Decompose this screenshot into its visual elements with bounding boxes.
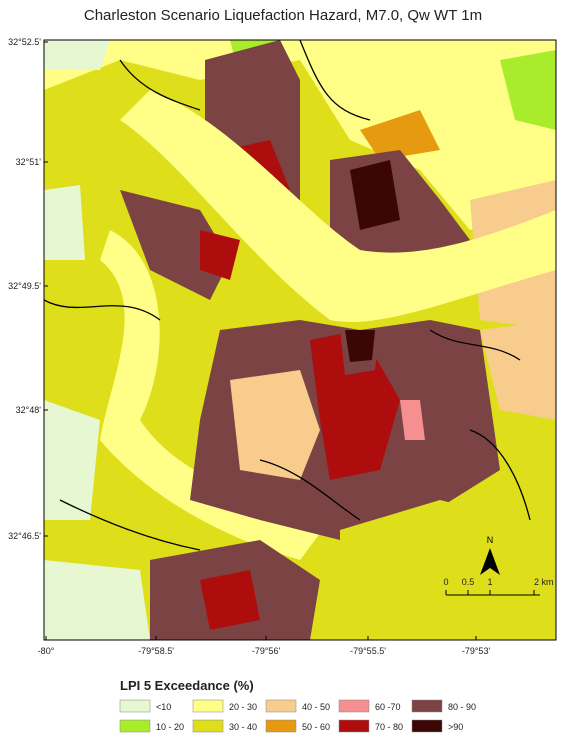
latitude-label: 32°48' [16,405,42,415]
legend: <10 10 - 20 20 - 30 30 - 40 40 - 50 50 - 60 60… [119,699,476,733]
longitude-label: -79°58.5' [138,646,174,656]
longitude-label: -79°55.5' [350,646,386,656]
longitude-label: -80° [38,646,55,656]
scale-label: 0 [443,577,448,587]
latitude-label: 32°52.5' [8,37,41,47]
map-title: Charleston Scenario Liquefaction Hazard,… [84,7,482,24]
legend-swatch [119,719,151,733]
scale-bar: 0 0.5 1 2 km [443,577,554,596]
legend-label: 80 - 90 [448,702,476,712]
legend-label: 20 - 30 [229,702,257,712]
legend-swatch [192,719,224,733]
latitude-label: 32°46.5' [8,531,41,541]
legend-swatch [338,699,370,713]
north-label: N [487,535,494,545]
scale-label: 0.5 [462,577,475,587]
legend-swatch [338,719,370,733]
latitude-labels: 32°52.5' 32°51' 32°49.5' 32°48' 32°46.5' [8,37,48,541]
legend-label: 70 - 80 [375,722,403,732]
legend-swatch [411,699,443,713]
latitude-label: 32°49.5' [8,281,41,291]
scale-label: 1 [487,577,492,587]
legend-swatch [265,719,297,733]
legend-label: 50 - 60 [302,722,330,732]
legend-swatch [192,699,224,713]
legend-swatch [119,699,151,713]
latitude-label: 32°51' [16,157,42,167]
legend-label: 30 - 40 [229,722,257,732]
longitude-label: -79°53' [462,646,491,656]
longitude-label: -79°56' [252,646,281,656]
legend-label: >90 [448,722,463,732]
legend-title: LPI 5 Exceedance (%) [120,678,254,693]
legend-label: 60 -70 [375,702,401,712]
longitude-labels: -80° -79°58.5' -79°56' -79°55.5' -79°53' [38,636,491,656]
map [43,39,557,641]
legend-label: 10 - 20 [156,722,184,732]
legend-swatch [265,699,297,713]
legend-label: <10 [156,702,171,712]
scale-label: 2 km [534,577,554,587]
legend-label: 40 - 50 [302,702,330,712]
north-arrow: N [480,535,500,575]
legend-swatch [411,719,443,733]
